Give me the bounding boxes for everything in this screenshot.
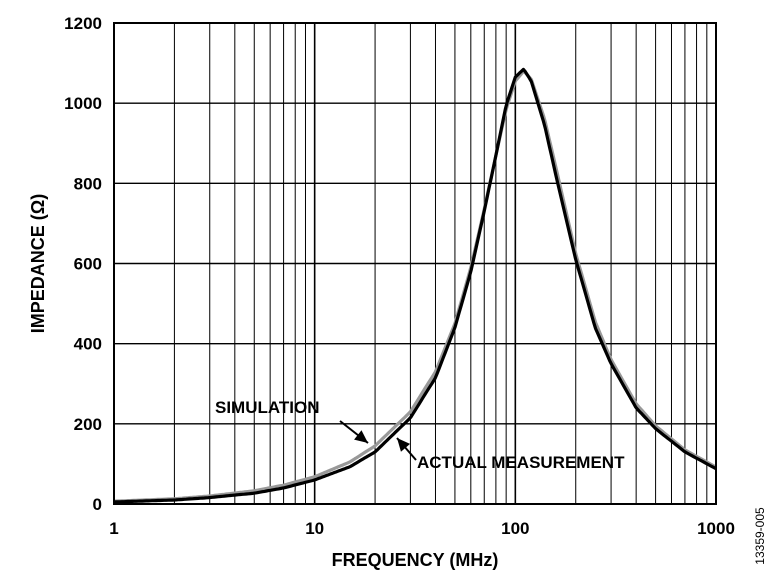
figure-id: 13359-005 <box>753 507 767 565</box>
plot-frame <box>113 22 717 505</box>
x-tick-label: 1 <box>109 519 118 538</box>
arrow-simulation <box>339 420 369 444</box>
arrow-head <box>354 430 368 443</box>
y-tick-label: 400 <box>74 335 102 354</box>
y-tick-label: 1200 <box>64 14 102 33</box>
y-tick-label: 600 <box>74 255 102 274</box>
annotation-simulation: SIMULATION <box>215 398 320 417</box>
y-tick-label: 0 <box>93 495 102 514</box>
x-tick-labels: 1 10 100 1000 <box>109 519 735 538</box>
y-tick-label: 1000 <box>64 94 102 113</box>
x-tick-label: 100 <box>501 519 529 538</box>
y-axis-label: IMPEDANCE (Ω) <box>28 194 48 333</box>
annotations: SIMULATION ACTUAL MEASUREMENT <box>215 398 625 472</box>
simulation-line <box>113 69 717 503</box>
arrow-actual-measurement <box>396 437 417 461</box>
x-tick-label: 10 <box>305 519 324 538</box>
grid <box>114 23 716 504</box>
annotation-actual-measurement: ACTUAL MEASUREMENT <box>417 453 625 472</box>
x-axis-label: FREQUENCY (MHz) <box>332 550 499 570</box>
series-group <box>113 67 717 504</box>
y-tick-label: 200 <box>74 415 102 434</box>
arrow-head <box>397 438 411 452</box>
y-tick-labels: 0 200 400 600 800 1000 1200 <box>64 14 102 514</box>
x-tick-label: 1000 <box>697 519 735 538</box>
y-tick-label: 800 <box>74 174 102 193</box>
actual-measurement-line <box>113 67 717 504</box>
